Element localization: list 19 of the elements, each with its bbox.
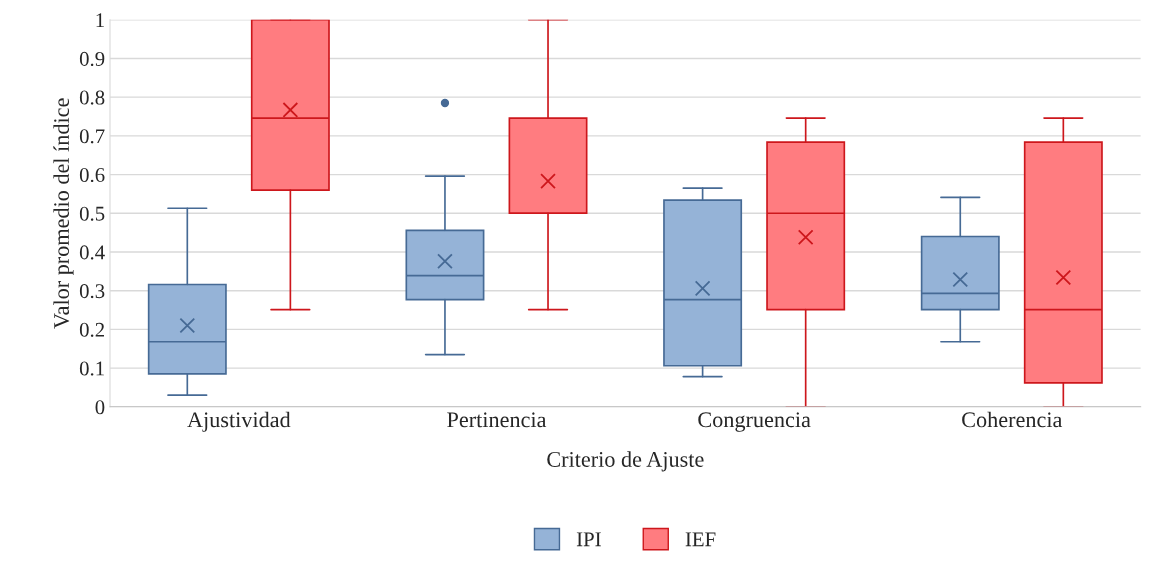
x-tick-label: Congruencia	[698, 412, 811, 432]
y-tick-label: 0.9	[79, 51, 105, 66]
y-tick-label: 1	[96, 13, 104, 27]
x-tick-label: Ajustividad	[187, 411, 291, 432]
y-tick-label: 0.8	[79, 90, 105, 105]
x-axis-title: Criterio de Ajuste	[547, 451, 704, 472]
y-axis-title: Valor promedio del índice	[53, 98, 74, 329]
y-tick-label: 0	[95, 400, 105, 415]
legend-label: IPI	[576, 532, 601, 547]
y-tick-label: 0.7	[79, 129, 105, 144]
y-tick-label: 0.3	[79, 284, 105, 299]
legend-label: IEF	[685, 532, 716, 547]
y-tick-label: 0.6	[79, 167, 105, 183]
y-tick-label: 0.1	[79, 361, 104, 376]
y-tick-label: 0.2	[79, 322, 104, 337]
y-tick-label: 0.5	[79, 206, 105, 221]
x-tick-label: Pertinencia	[447, 412, 547, 428]
y-tick-label: 0.4	[79, 245, 105, 260]
x-tick-label: Coherencia	[962, 411, 1063, 428]
